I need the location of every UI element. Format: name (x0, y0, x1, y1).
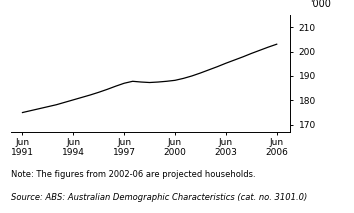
Text: '000: '000 (310, 0, 331, 9)
Text: Jun
1991: Jun 1991 (11, 138, 34, 157)
Text: Jun
2003: Jun 2003 (215, 138, 237, 157)
Text: Jun
1994: Jun 1994 (62, 138, 85, 157)
Text: Jun
2000: Jun 2000 (164, 138, 187, 157)
Text: Source: ABS: Australian Demographic Characteristics (cat. no. 3101.0): Source: ABS: Australian Demographic Char… (11, 193, 307, 202)
Text: Jun
1997: Jun 1997 (113, 138, 136, 157)
Text: Jun
2006: Jun 2006 (265, 138, 288, 157)
Text: Note: The figures from 2002-06 are projected households.: Note: The figures from 2002-06 are proje… (11, 170, 255, 179)
